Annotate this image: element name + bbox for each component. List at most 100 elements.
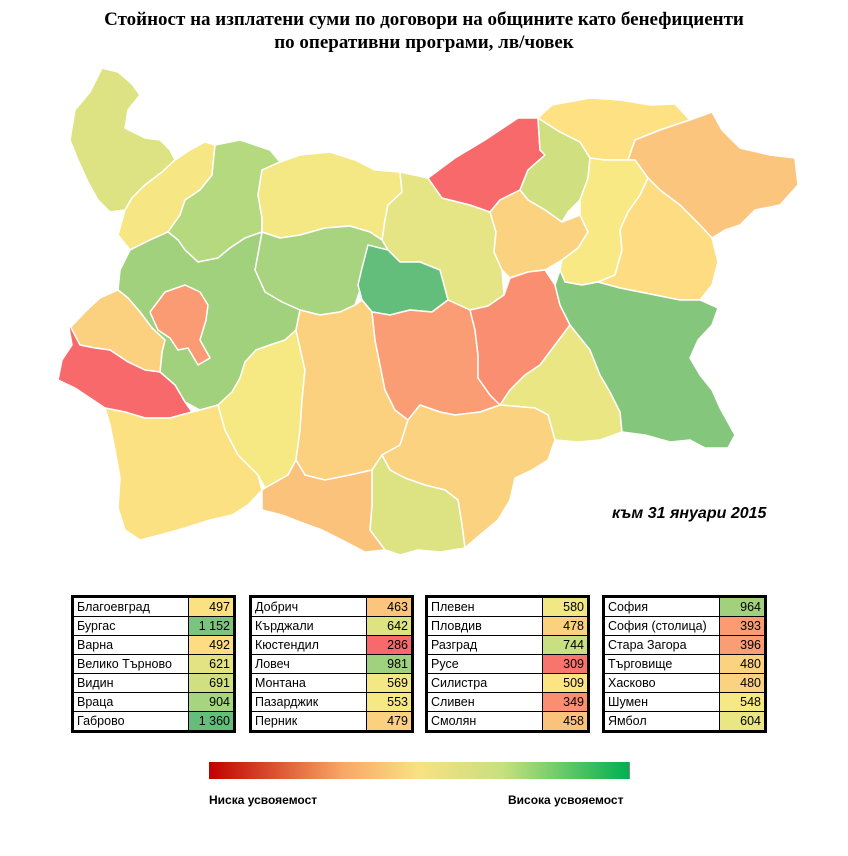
region-value: 569 (366, 673, 412, 693)
region-name: София (604, 597, 720, 617)
bulgaria-choropleth-map (57, 67, 799, 556)
region-blagoevgrad (104, 404, 263, 541)
region-smolyan (261, 459, 386, 553)
region-name: Варна (73, 635, 189, 655)
table-row: Ловеч 981 (251, 654, 412, 674)
region-burgas (554, 269, 736, 449)
region-name: Бургас (73, 616, 189, 636)
table-row: Габрово 1 360 (73, 711, 234, 731)
region-value: 691 (188, 673, 234, 693)
table-row: Хасково 480 (604, 673, 765, 693)
region-value: 463 (366, 597, 412, 617)
region-value: 1 360 (188, 711, 234, 731)
legend-table-2: Добрич 463 Кърджали 642 Кюстендил 286 Ловеч 981… (249, 595, 414, 733)
region-value: 553 (366, 692, 412, 712)
region-value: 509 (542, 673, 588, 693)
region-name: Плевен (427, 597, 543, 617)
table-row: Добрич 463 (251, 597, 412, 617)
region-name: Видин (73, 673, 189, 693)
table-row: Перник 479 (251, 711, 412, 731)
region-value: 904 (188, 692, 234, 712)
table-row: Пловдив 478 (427, 616, 588, 636)
table-row: Русе 309 (427, 654, 588, 674)
map-title: Стойност на изплатени суми по договори н… (0, 8, 848, 54)
table-row: Пазарджик 553 (251, 692, 412, 712)
table-row: Стара Загора 396 (604, 635, 765, 655)
region-value: 642 (366, 616, 412, 636)
region-name: Разград (427, 635, 543, 655)
table-row: Монтана 569 (251, 673, 412, 693)
table-row: Ямбол 604 (604, 711, 765, 731)
region-name: Стара Загора (604, 635, 720, 655)
date-note: към 31 януари 2015 (612, 505, 767, 522)
region-name: Габрово (73, 711, 189, 731)
region-value: 396 (719, 635, 765, 655)
region-name: Русе (427, 654, 543, 674)
region-name: Смолян (427, 711, 543, 731)
region-value: 964 (719, 597, 765, 617)
region-value: 497 (188, 597, 234, 617)
region-value: 478 (542, 616, 588, 636)
color-scale-bar (209, 762, 630, 779)
table-row: Смолян 458 (427, 711, 588, 731)
region-pleven (257, 151, 403, 241)
region-value: 480 (719, 654, 765, 674)
table-row: София 964 (604, 597, 765, 617)
table-row: Бургас 1 152 (73, 616, 234, 636)
legend-table-4: София 964 София (столица) 393 Стара Загора 39… (602, 595, 767, 733)
legend-table-3: Плевен 580 Пловдив 478 Разград 744 Русе 309 Сили… (425, 595, 590, 733)
table-row: Видин 691 (73, 673, 234, 693)
table-row: Варна 492 (73, 635, 234, 655)
region-name: Шумен (604, 692, 720, 712)
table-row: Кюстендил 286 (251, 635, 412, 655)
region-name: Перник (251, 711, 367, 731)
region-value: 349 (542, 692, 588, 712)
region-name: Сливен (427, 692, 543, 712)
region-name: Кърджали (251, 616, 367, 636)
region-value: 744 (542, 635, 588, 655)
region-value: 479 (366, 711, 412, 731)
table-row: Благоевград 497 (73, 597, 234, 617)
legend-table-1: Благоевград 497 Бургас 1 152 Варна 492 Велико … (71, 595, 236, 733)
region-name: Ловеч (251, 654, 367, 674)
region-name: Хасково (604, 673, 720, 693)
region-value: 286 (366, 635, 412, 655)
table-row: София (столица) 393 (604, 616, 765, 636)
region-name: Велико Търново (73, 654, 189, 674)
region-value: 604 (719, 711, 765, 731)
table-row: Плевен 580 (427, 597, 588, 617)
region-value: 981 (366, 654, 412, 674)
region-name: Добрич (251, 597, 367, 617)
region-name: Монтана (251, 673, 367, 693)
table-row: Разград 744 (427, 635, 588, 655)
region-value: 480 (719, 673, 765, 693)
region-value: 1 152 (188, 616, 234, 636)
table-row: Силистра 509 (427, 673, 588, 693)
region-name: Благоевград (73, 597, 189, 617)
scale-low-label: Ниска усвояемост (209, 793, 318, 807)
table-row: Сливен 349 (427, 692, 588, 712)
region-name: Кюстендил (251, 635, 367, 655)
table-row: Търговище 480 (604, 654, 765, 674)
region-value: 621 (188, 654, 234, 674)
region-value: 393 (719, 616, 765, 636)
region-sofia-capital (149, 284, 211, 366)
region-name: Силистра (427, 673, 543, 693)
region-value: 548 (719, 692, 765, 712)
region-value: 492 (188, 635, 234, 655)
region-name: Търговище (604, 654, 720, 674)
region-name: София (столица) (604, 616, 720, 636)
table-row: Кърджали 642 (251, 616, 412, 636)
region-value: 458 (542, 711, 588, 731)
region-value: 309 (542, 654, 588, 674)
table-row: Шумен 548 (604, 692, 765, 712)
title-line-2: по оперативни програми, лв/човек (274, 32, 574, 53)
table-row: Велико Търново 621 (73, 654, 234, 674)
region-name: Пловдив (427, 616, 543, 636)
region-name: Ямбол (604, 711, 720, 731)
region-value: 580 (542, 597, 588, 617)
region-name: Враца (73, 692, 189, 712)
title-line-1: Стойност на изплатени суми по договори н… (104, 9, 744, 30)
table-row: Враца 904 (73, 692, 234, 712)
scale-high-label: Висока усвояемост (508, 793, 624, 807)
